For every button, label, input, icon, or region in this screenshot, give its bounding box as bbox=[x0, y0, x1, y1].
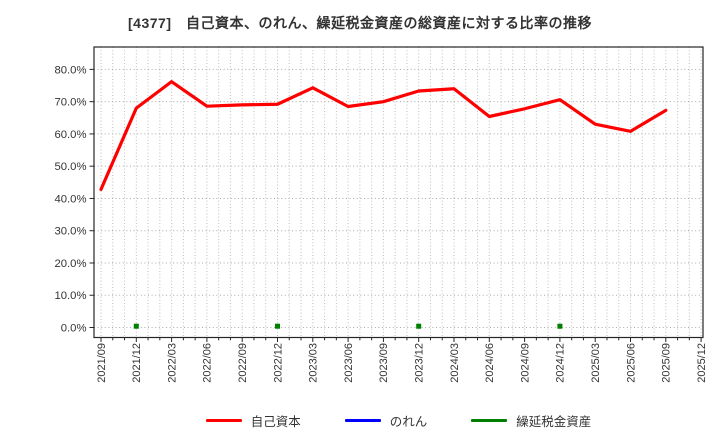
legend-item-equity: 自己資本 bbox=[205, 411, 301, 430]
y-tick-label: 80.0% bbox=[54, 64, 86, 76]
legend-item-deferred-tax: 繰延税金資産 bbox=[471, 411, 591, 430]
legend-item-goodwill: のれん bbox=[344, 411, 428, 430]
series-line-自己資本 bbox=[99, 80, 668, 192]
goodwill-line-swatch bbox=[344, 418, 381, 422]
series-marker-繰延税金資産 bbox=[275, 323, 280, 329]
y-tick-label: 20.0% bbox=[54, 258, 86, 270]
x-tick-label: 2022/06 bbox=[202, 343, 214, 383]
x-tick-label: 2025/03 bbox=[590, 343, 602, 383]
series-marker-繰延税金資産 bbox=[133, 323, 139, 329]
goodwill-label: のれん bbox=[389, 414, 428, 429]
y-tick-label: 30.0% bbox=[54, 226, 86, 238]
deferred-tax-label: 繰延税金資産 bbox=[516, 414, 592, 429]
x-tick-label: 2025/09 bbox=[661, 343, 673, 383]
x-tick-label: 2024/03 bbox=[449, 343, 461, 383]
y-tick-label: 50.0% bbox=[54, 161, 86, 173]
x-tick-label: 2023/09 bbox=[378, 343, 390, 383]
x-tick-label: 2025/06 bbox=[625, 343, 637, 383]
x-tick-label: 2021/12 bbox=[131, 343, 143, 383]
x-tick-label: 2024/12 bbox=[555, 343, 567, 383]
x-tick-label: 2022/12 bbox=[272, 343, 284, 383]
x-tick-label: 2021/09 bbox=[96, 343, 108, 383]
y-tick-label: 60.0% bbox=[54, 129, 86, 141]
plot-border bbox=[93, 46, 704, 339]
x-tick-label: 2024/06 bbox=[484, 343, 496, 383]
y-tick-label: 10.0% bbox=[54, 290, 86, 302]
x-tick-label: 2023/12 bbox=[414, 343, 426, 383]
y-tick-label: 40.0% bbox=[54, 193, 86, 205]
x-tick-label: 2023/03 bbox=[308, 343, 320, 383]
series-marker-繰延税金資産 bbox=[557, 323, 563, 329]
series-marker-繰延税金資産 bbox=[416, 323, 422, 329]
chart-title: [4377] 自己資本、のれん、繰延税金資産の総資産に対する比率の推移 bbox=[128, 15, 592, 31]
y-tick-label: 0.0% bbox=[61, 322, 87, 334]
x-tick-label: 2025/12 bbox=[696, 343, 708, 383]
x-tick-label: 2022/09 bbox=[237, 343, 249, 383]
x-tick-label: 2023/06 bbox=[343, 343, 355, 383]
legend: 自己資本 のれん 繰延税金資産 bbox=[94, 407, 703, 433]
y-tick-label: 70.0% bbox=[54, 97, 86, 109]
x-tick-label: 2024/09 bbox=[519, 343, 531, 383]
equity-line-swatch bbox=[205, 418, 242, 422]
deferred-tax-line-swatch bbox=[471, 418, 508, 422]
equity-label: 自己資本 bbox=[250, 414, 301, 429]
x-tick-label: 2022/03 bbox=[166, 343, 178, 383]
